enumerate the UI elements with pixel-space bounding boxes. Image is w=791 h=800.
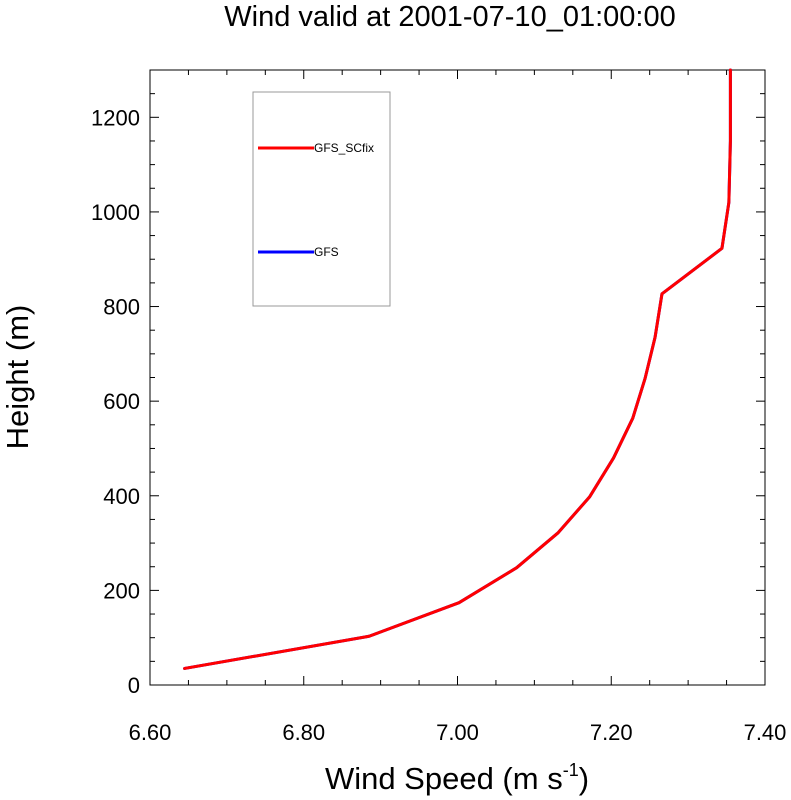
legend-box — [252, 91, 391, 307]
y-tick-label: 600 — [103, 389, 140, 414]
y-axis-label: Height (m) — [0, 305, 35, 450]
y-tick-label: 1200 — [91, 105, 140, 130]
x-axis-label-superscript: -1 — [563, 760, 579, 780]
x-axis-label: Wind Speed (m s-1) — [325, 760, 589, 796]
x-axis-label-end: ) — [579, 761, 589, 796]
x-tick-label: 6.80 — [282, 720, 325, 745]
y-tick-label: 0 — [128, 673, 140, 698]
x-axis-label-main: Wind Speed (m s — [325, 761, 563, 796]
series-layer — [183, 68, 732, 670]
y-tick-label: 200 — [103, 578, 140, 603]
chart-title: Wind valid at 2001-07-10_01:00:00 — [224, 1, 675, 33]
legend-label-gfs-scfix: GFS_SCfix — [314, 141, 374, 155]
x-tick-label: 7.20 — [590, 720, 633, 745]
series-line-gfs-scfix — [183, 68, 732, 670]
y-tick-label: 400 — [103, 484, 140, 509]
axis-ticks: 6.60 6.80 7.00 7.20 7.40 0 200 400 600 800 1000 120… — [91, 69, 787, 745]
y-tick-label: 800 — [103, 295, 140, 320]
plot-frame — [149, 69, 766, 686]
x-tick-label: 6.60 — [129, 720, 172, 745]
y-tick-label: 1000 — [91, 200, 140, 225]
x-tick-label: 7.00 — [436, 720, 479, 745]
x-tick-label: 7.40 — [744, 720, 787, 745]
legend-label-gfs: GFS — [314, 245, 339, 259]
legend: GFS_SCfix GFS — [252, 91, 391, 307]
